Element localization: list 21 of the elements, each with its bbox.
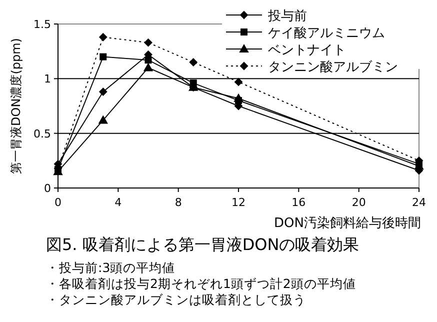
y-tick-label: 0.5	[34, 127, 51, 140]
y-tick-label: 1.5	[34, 18, 51, 31]
x-axis-title: DON汚染飼料給与後時間	[274, 216, 421, 231]
text: ・タンニン酸アルブミンは吸着剤として扱う	[46, 292, 306, 307]
caption: 図5. 吸着剤による第一胃液DONの吸着効果	[46, 235, 360, 254]
x-tick-label: 8	[174, 196, 182, 209]
legend-label: ケイ酸アルミニウム	[268, 26, 385, 41]
legend-label: 投与前	[267, 9, 307, 24]
x-tick-label: 20	[352, 196, 366, 209]
x-tick-label: 12	[232, 196, 246, 209]
text: ・各吸着剤は投与2期それぞれ1頭ずつ計2頭の平均値	[46, 276, 356, 291]
x-tick-label: 16	[292, 196, 306, 209]
legend-label: ベントナイト	[268, 43, 346, 58]
y-tick-label: 0	[44, 182, 51, 195]
legend-label: タンニン酸アルブミン	[268, 60, 398, 75]
text: ・投与前:3頭の平均値	[46, 260, 176, 275]
x-tick-label: 24	[412, 196, 426, 209]
y-tick-label: 1	[44, 72, 51, 86]
y-axis-title: 第一胃液DON濃度(ppm)	[9, 38, 23, 174]
x-tick-label: 4	[114, 196, 122, 209]
x-tick-label: 0	[54, 196, 62, 209]
